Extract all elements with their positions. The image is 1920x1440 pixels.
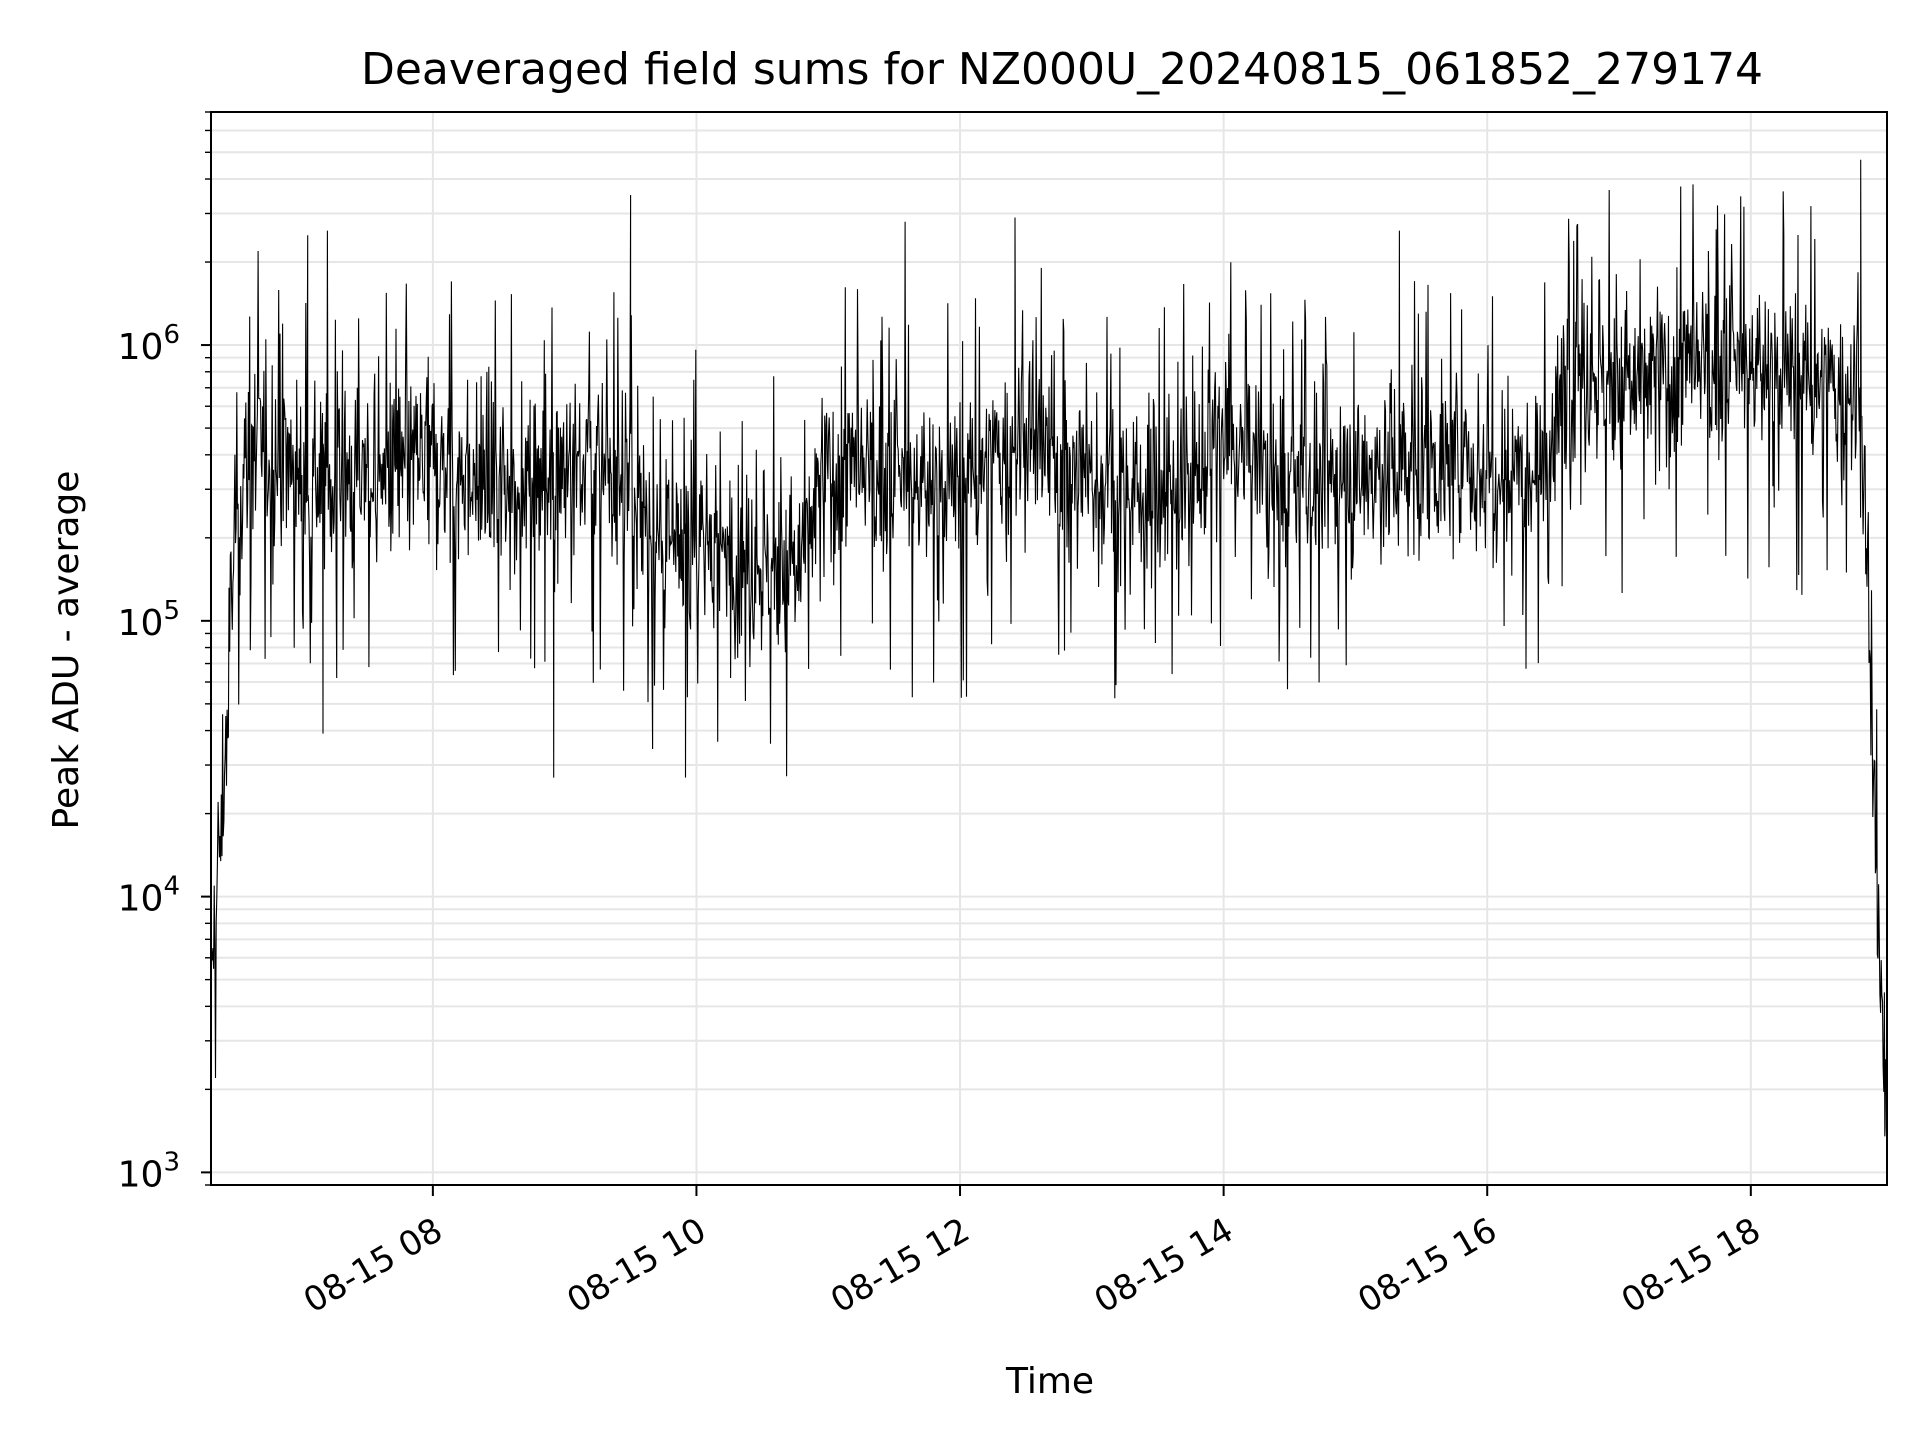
x-grid-group — [431, 112, 1752, 1185]
x-tick-label: 08-15 16 — [1351, 1210, 1503, 1321]
x-axis-label: Time — [1005, 1361, 1094, 1402]
plot-frame — [210, 111, 1888, 1186]
y-tick-label: 105 — [118, 596, 180, 644]
x-tick-label: 08-15 12 — [824, 1210, 976, 1321]
chart-title: Deaveraged field sums for NZ000U_2024081… — [361, 44, 1763, 95]
y-tick-label: 104 — [118, 872, 180, 920]
y-axis-label: Peak ADU - average — [46, 471, 87, 830]
x-tick-label: 08-15 14 — [1088, 1210, 1240, 1321]
x-tick-label: 08-15 08 — [297, 1210, 449, 1321]
y-grid-group — [211, 111, 1887, 1186]
series-line — [210, 159, 1888, 1137]
data-series — [210, 159, 1888, 1137]
x-tick-label: 08-15 18 — [1615, 1210, 1767, 1321]
x-tick-label: 08-15 10 — [561, 1210, 713, 1321]
y-tick-label: 106 — [118, 320, 180, 368]
x-ticks: 08-15 08 08-15 10 08-15 12 08-15 14 08-15 16… — [297, 1185, 1767, 1321]
y-ticks: 103 104 105 106 — [118, 111, 211, 1195]
y-tick-label: 103 — [118, 1147, 180, 1195]
